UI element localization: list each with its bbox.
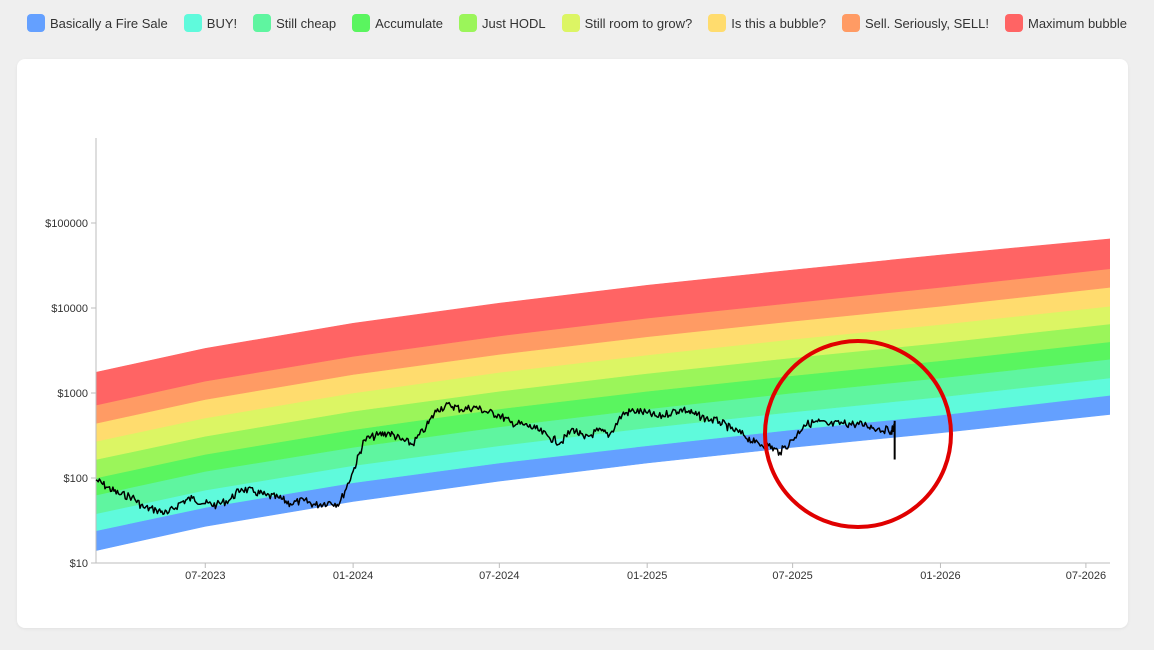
legend-swatch: [841, 14, 860, 32]
x-tick-label: 01-2024: [333, 570, 373, 582]
legend-item-buy[interactable]: BUY!: [183, 14, 238, 32]
legend-swatch: [708, 14, 727, 32]
band-9: [96, 238, 1110, 406]
x-tick-label: 07-2026: [1066, 570, 1106, 582]
legend-swatch: [561, 14, 580, 32]
x-tick-label: 01-2025: [627, 570, 667, 582]
x-tick-label: 01-2026: [920, 570, 960, 582]
legend-item-still-cheap[interactable]: Still cheap: [253, 14, 336, 32]
y-tick-label: $100: [64, 473, 88, 485]
x-tick-label: 07-2024: [479, 570, 519, 582]
legend-label: Maximum bubble: [1028, 15, 1127, 31]
price-line: [95, 401, 896, 516]
legend-swatch: [253, 14, 272, 32]
legend-swatch: [352, 14, 371, 32]
legend-item-sell[interactable]: Sell. Seriously, SELL!: [841, 14, 989, 32]
chart-legend: Basically a Fire Sale BUY! Still cheap A…: [0, 14, 1154, 32]
legend-swatch: [27, 14, 45, 32]
legend-label: Sell. Seriously, SELL!: [864, 15, 989, 31]
legend-item-bubble[interactable]: Is this a bubble?: [708, 14, 826, 32]
y-tick-label: $10: [70, 558, 88, 570]
legend-label: Still room to grow?: [584, 15, 693, 31]
x-tick-label: 07-2023: [185, 570, 225, 582]
legend-item-just-hodl[interactable]: Just HODL: [459, 14, 546, 32]
rainbow-bands: [96, 238, 1110, 551]
y-tick-label: $10000: [51, 303, 88, 315]
legend-item-accumulate[interactable]: Accumulate: [352, 14, 443, 32]
highlight-circle: [763, 339, 953, 529]
legend-swatch: [183, 14, 202, 32]
legend-label: Still cheap: [276, 15, 337, 31]
legend-item-room-to-grow[interactable]: Still room to grow?: [561, 14, 693, 32]
legend-label: Basically a Fire Sale: [50, 15, 168, 31]
legend-label: Just HODL: [482, 15, 546, 31]
y-tick-label: $1000: [57, 388, 88, 400]
annotation: [763, 339, 953, 529]
legend-label: BUY!: [206, 15, 238, 31]
legend-label: Accumulate: [375, 15, 444, 31]
y-tick-label: $100000: [45, 218, 88, 230]
legend-item-fire-sale[interactable]: Basically a Fire Sale: [27, 14, 168, 32]
legend-item-maximum-bubble[interactable]: Maximum bubble: [1005, 14, 1127, 32]
legend-swatch: [459, 14, 478, 32]
legend-label: Is this a bubble?: [731, 15, 826, 31]
chart-axes: $10 $100 $1000 $10000 $100000 07-2023 01-2024 0…: [45, 138, 1110, 582]
price-series: [95, 401, 896, 516]
legend-swatch: [1005, 14, 1023, 32]
x-tick-label: 07-2025: [772, 570, 812, 582]
